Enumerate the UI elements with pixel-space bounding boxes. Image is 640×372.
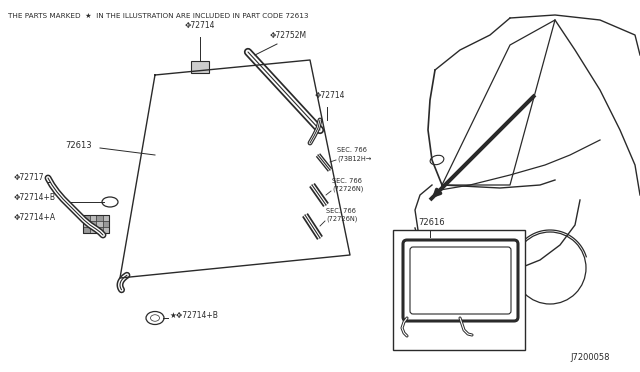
FancyBboxPatch shape xyxy=(410,247,511,314)
Text: ✥72714+A: ✥72714+A xyxy=(14,213,56,222)
Text: (73B12H→: (73B12H→ xyxy=(337,155,371,161)
Bar xyxy=(393,230,525,350)
Ellipse shape xyxy=(150,315,159,321)
Text: (72726N): (72726N) xyxy=(332,186,364,192)
Bar xyxy=(83,221,90,227)
Text: THE PARTS MARKED  ★  IN THE ILLUSTRATION ARE INCLUDED IN PART CODE 72613: THE PARTS MARKED ★ IN THE ILLUSTRATION A… xyxy=(8,13,308,19)
Bar xyxy=(102,227,109,233)
Ellipse shape xyxy=(146,311,164,324)
Text: ✥72714: ✥72714 xyxy=(315,91,346,100)
Ellipse shape xyxy=(102,197,118,207)
Text: ✥72717: ✥72717 xyxy=(14,173,45,182)
Text: SEC. 766: SEC. 766 xyxy=(326,208,356,214)
Text: J7200058: J7200058 xyxy=(570,353,609,362)
Bar xyxy=(90,215,96,221)
FancyBboxPatch shape xyxy=(403,240,518,321)
Text: ✥72714: ✥72714 xyxy=(185,21,216,30)
Bar xyxy=(102,215,109,221)
Bar xyxy=(83,215,90,221)
Bar xyxy=(90,227,96,233)
Text: 72616: 72616 xyxy=(418,218,445,227)
Ellipse shape xyxy=(514,232,586,304)
Bar xyxy=(83,227,90,233)
Bar xyxy=(90,221,96,227)
Bar xyxy=(96,215,102,221)
Bar xyxy=(83,215,109,233)
Text: ★✥72714+B: ★✥72714+B xyxy=(170,311,219,320)
Text: (72726N): (72726N) xyxy=(326,216,357,222)
FancyBboxPatch shape xyxy=(191,61,209,73)
Text: 72613: 72613 xyxy=(65,141,92,150)
Text: ✥72714+B: ✥72714+B xyxy=(14,193,56,202)
Bar xyxy=(96,221,102,227)
Text: SEC. 766: SEC. 766 xyxy=(337,147,367,153)
Bar xyxy=(96,227,102,233)
Bar xyxy=(102,221,109,227)
Text: SEC. 766: SEC. 766 xyxy=(332,178,362,184)
Ellipse shape xyxy=(430,155,444,165)
Text: ✥72752M: ✥72752M xyxy=(270,31,307,40)
